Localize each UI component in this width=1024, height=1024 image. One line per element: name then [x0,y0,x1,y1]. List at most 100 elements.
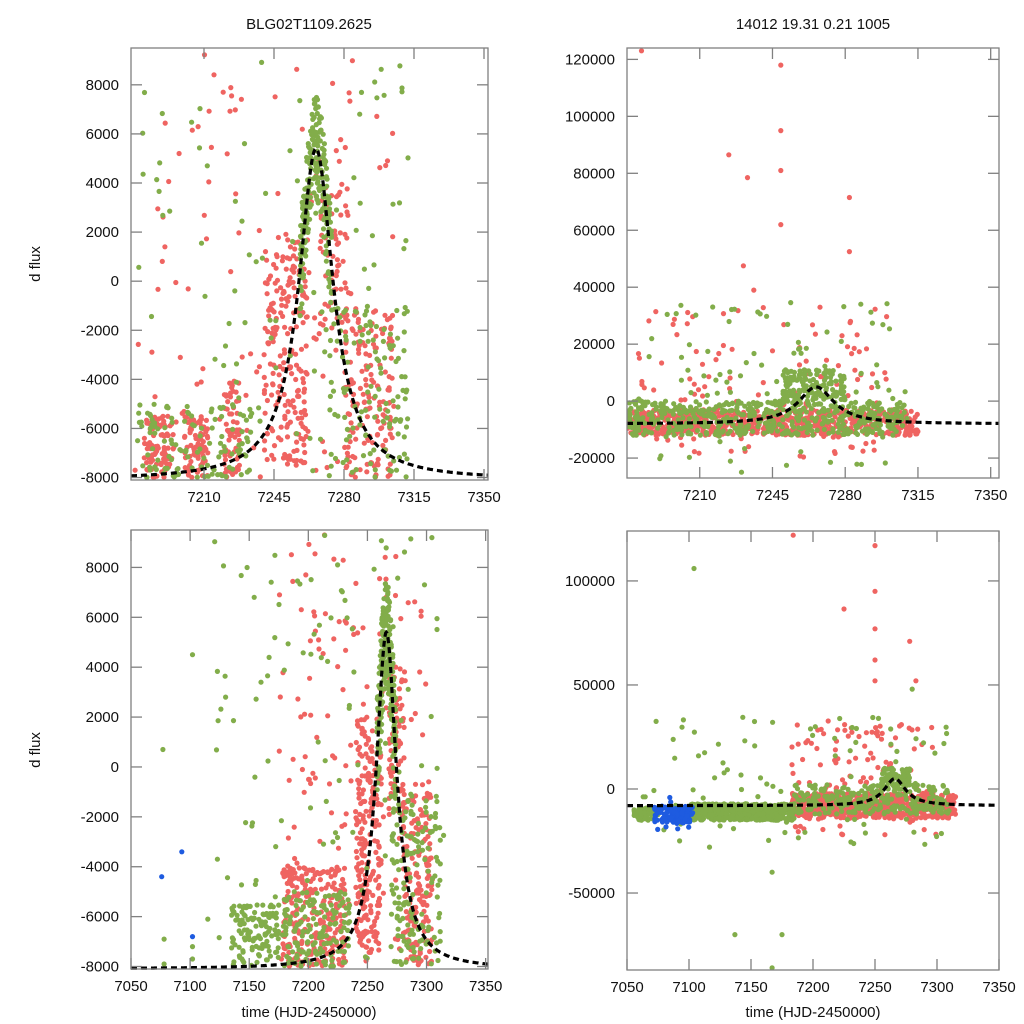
data-point [388,944,394,950]
data-point [307,926,313,932]
data-point [357,467,363,473]
x-tick-label: 7350 [469,978,502,995]
data-point [726,152,732,158]
data-point [345,290,352,296]
data-point [823,387,829,393]
data-point [139,423,145,429]
data-point [236,944,242,950]
data-point [212,539,218,545]
data-point [379,620,385,627]
data-point [371,447,377,453]
data-point [322,532,328,539]
data-point [369,744,375,750]
data-point [905,801,911,807]
data-point [296,947,302,953]
data-point [376,874,382,880]
y-tick-label: -6000 [81,909,119,926]
data-point [401,724,407,731]
data-point [196,145,203,151]
data-point [296,393,302,399]
data-point [239,354,245,360]
data-point [807,378,813,384]
data-point [359,847,365,853]
data-point [894,412,900,418]
data-point [302,407,308,414]
data-point [317,128,323,134]
data-point [244,564,250,571]
data-point [826,430,832,436]
data-point [380,605,386,611]
data-point [312,160,318,166]
data-point [379,425,385,431]
data-point [348,778,354,784]
data-point [376,947,382,953]
data-point [688,424,694,430]
data-point [345,897,351,903]
data-point [380,707,386,713]
data-point [326,781,333,787]
data-point [803,376,809,382]
data-point [841,394,847,400]
data-point [678,302,684,308]
data-point [364,929,370,936]
data-point [323,258,329,264]
points-layer [159,532,447,969]
data-point [300,320,306,326]
data-point [338,889,344,895]
data-point [189,127,195,133]
data-point [390,753,396,759]
data-point [252,909,258,916]
data-point [194,381,200,387]
data-point [237,921,243,927]
data-point [327,921,333,927]
data-point [360,625,366,631]
data-point [301,789,307,795]
data-point [337,189,343,195]
data-point [759,362,765,368]
data-point [821,405,827,412]
data-point [266,654,272,661]
data-point [321,141,327,147]
data-point [342,144,348,151]
data-point [746,401,752,407]
data-point [311,368,317,374]
data-point [360,787,366,793]
data-point [852,367,858,373]
data-point [155,426,161,432]
data-point [431,934,437,941]
data-point [265,673,271,679]
data-point [735,398,742,404]
data-point [373,323,379,330]
data-point [805,420,811,427]
data-point [794,415,800,421]
data-point [232,198,238,204]
data-point [393,467,400,473]
data-point [396,200,403,206]
data-point [410,892,416,898]
y-tick-label: -8000 [81,959,119,976]
data-point [907,429,913,435]
data-point [262,249,269,255]
data-point [386,805,392,812]
data-point [326,473,332,479]
data-point [276,748,282,754]
data-point [324,464,330,471]
data-point [812,391,818,397]
data-point [287,275,293,281]
data-point [344,235,350,241]
y-tick-label: -2000 [81,809,119,826]
data-point [372,918,378,925]
data-point [649,414,656,421]
data-point [325,881,331,887]
data-point [293,462,299,468]
data-point [261,374,267,380]
data-point [269,392,275,398]
data-point [324,176,330,182]
data-point [365,737,371,743]
data-point [401,938,407,944]
data-point [423,914,429,920]
data-point [323,798,329,805]
data-point [363,382,369,388]
data-point [854,332,860,338]
data-point [371,262,377,268]
